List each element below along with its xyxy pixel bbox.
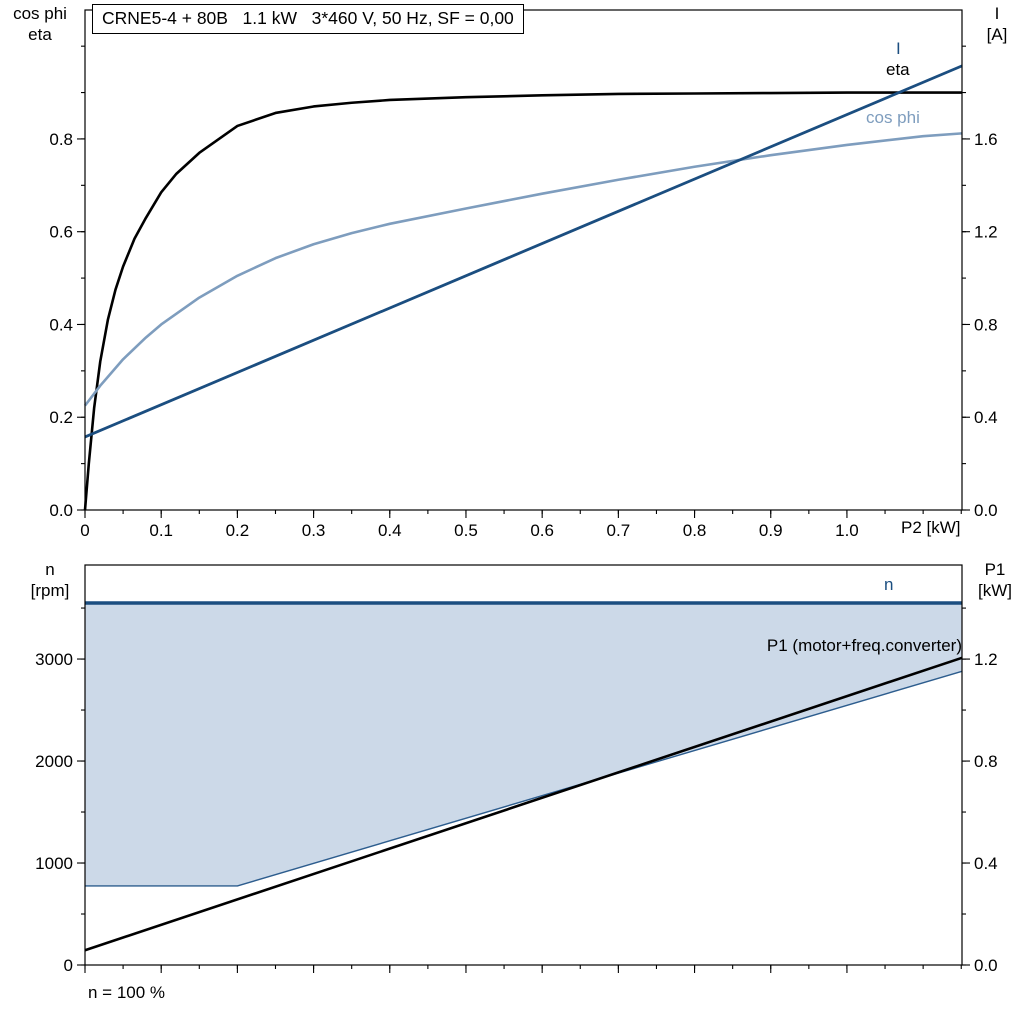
- bottom-left-axis-label: n [rpm]: [10, 559, 90, 601]
- speed-axis-label-line2: [rpm]: [30, 581, 70, 600]
- svg-text:0.6: 0.6: [49, 223, 73, 242]
- top-right-axis-label: I [A]: [970, 3, 1024, 45]
- right-axis-label-line2: [A]: [986, 25, 1008, 44]
- left-axis-label-line1: cos phi: [13, 4, 67, 23]
- svg-text:0.4: 0.4: [974, 854, 998, 873]
- svg-text:0.4: 0.4: [49, 315, 73, 334]
- plot-frame: [84, 564, 963, 966]
- svg-text:0.0: 0.0: [974, 501, 998, 520]
- tick-labels: 0 1000 2000 3000 0.0 0.4 0.8 1.2: [35, 650, 997, 975]
- svg-text:0.0: 0.0: [974, 956, 998, 975]
- svg-text:0.2: 0.2: [226, 521, 250, 540]
- eta-curve-label: eta: [886, 60, 910, 79]
- speed-range-area: [85, 602, 962, 886]
- svg-text:1.6: 1.6: [974, 130, 998, 149]
- curve-n-min: [85, 670, 963, 887]
- svg-text:0: 0: [64, 956, 73, 975]
- curve-p1: [84, 656, 963, 952]
- svg-text:0.6: 0.6: [530, 521, 554, 540]
- svg-text:0.8: 0.8: [49, 130, 73, 149]
- p1-axis-label-line2: [kW]: [978, 581, 1012, 600]
- plot-frame: [84, 9, 963, 511]
- right-axis-label-line1: I: [994, 4, 1000, 23]
- svg-text:0.2: 0.2: [49, 408, 73, 427]
- svg-text:0.9: 0.9: [759, 521, 783, 540]
- cos-phi-curve-label: cos phi: [866, 108, 920, 127]
- curve-cos-phi: [83, 132, 963, 407]
- svg-text:3000: 3000: [35, 650, 73, 669]
- svg-text:0.8: 0.8: [683, 521, 707, 540]
- speed-axis-label-line1: n: [45, 560, 55, 579]
- curve-i: [84, 64, 963, 439]
- svg-text:0.7: 0.7: [607, 521, 631, 540]
- tick-labels: 0 0.1 0.2 0.3 0.4 0.5 0.6 0.7 0.8 0.9 1.0 0.0 0.2 0.4…: [49, 130, 997, 540]
- svg-text:0.1: 0.1: [149, 521, 173, 540]
- curve-eta: [83, 91, 962, 511]
- svg-text:0.3: 0.3: [302, 521, 326, 540]
- chart-bottom: 0 1000 2000 3000 0.0 0.4 0.8 1.2: [35, 564, 998, 975]
- x-axis-unit-label: P2 [kW]: [901, 518, 961, 537]
- top-left-axis-label: cos phi eta: [0, 3, 80, 45]
- svg-text:0.0: 0.0: [49, 501, 73, 520]
- speed-footnote: n = 100 %: [88, 983, 166, 1002]
- chart-top: 0 0.1 0.2 0.3 0.4 0.5 0.6 0.7 0.8 0.9 1.0 0.0 0.2 0.4…: [49, 9, 998, 540]
- axis-ticks: [77, 45, 970, 518]
- chart-title-box: CRNE5-4 + 80B 1.1 kW 3*460 V, 50 Hz, SF …: [92, 4, 524, 34]
- left-axis-label-line2: eta: [28, 25, 52, 44]
- svg-text:0.4: 0.4: [974, 408, 998, 427]
- current-curve-label: I: [896, 39, 901, 58]
- axis-ticks: [77, 607, 970, 973]
- svg-text:0.8: 0.8: [974, 752, 998, 771]
- p1-curve-label: P1 (motor+freq.converter): [766, 636, 962, 655]
- svg-text:0.4: 0.4: [378, 521, 402, 540]
- svg-text:1.2: 1.2: [974, 223, 998, 242]
- svg-text:1.0: 1.0: [835, 521, 859, 540]
- svg-text:0.5: 0.5: [454, 521, 478, 540]
- svg-text:2000: 2000: [35, 752, 73, 771]
- p1-axis-label-line1: P1: [984, 560, 1006, 579]
- bottom-right-axis-label: P1 [kW]: [966, 559, 1024, 601]
- svg-text:0: 0: [80, 521, 89, 540]
- svg-text:0.8: 0.8: [974, 315, 998, 334]
- svg-text:1.2: 1.2: [974, 650, 998, 669]
- speed-curve-label: n: [884, 575, 894, 594]
- svg-text:1000: 1000: [35, 854, 73, 873]
